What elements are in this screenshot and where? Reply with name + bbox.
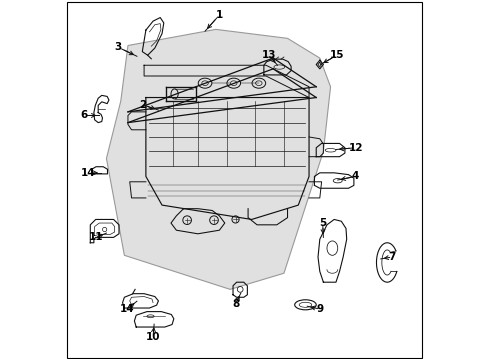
Text: 15: 15 <box>329 50 344 60</box>
Text: 12: 12 <box>348 143 362 153</box>
Text: 1: 1 <box>215 10 223 20</box>
Text: 4: 4 <box>351 171 359 181</box>
Text: 2: 2 <box>139 100 145 110</box>
Text: 5: 5 <box>318 218 325 228</box>
Text: 7: 7 <box>387 252 394 262</box>
Text: 14: 14 <box>120 304 134 314</box>
Text: 10: 10 <box>145 332 160 342</box>
Text: 6: 6 <box>80 111 87 121</box>
Text: 9: 9 <box>316 304 323 314</box>
Text: 3: 3 <box>114 42 122 52</box>
Text: 11: 11 <box>88 232 102 242</box>
Text: 13: 13 <box>261 50 276 60</box>
Polygon shape <box>106 30 330 289</box>
Text: 14: 14 <box>81 168 95 178</box>
Text: 8: 8 <box>231 299 239 309</box>
